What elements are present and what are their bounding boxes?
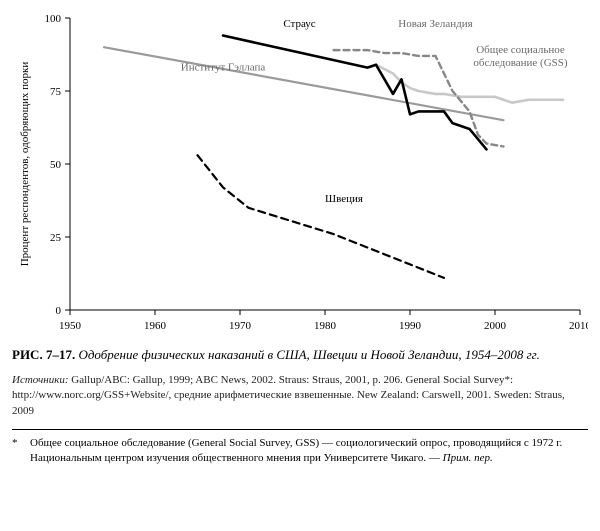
footnote-text: Общее социальное обследование (General S… [30,436,588,467]
series-label-gss: обследование (GSS) [473,57,567,69]
footnote-tail: Прим. пер. [443,452,493,464]
figure-sources: Источники: Gallup/ABC: Gallup, 1999; ABC… [12,373,588,419]
svg-text:50: 50 [50,159,62,171]
figure-title: Одобрение физических наказаний в США, Шв… [78,347,539,362]
svg-text:0: 0 [56,305,62,317]
svg-text:1990: 1990 [399,320,422,332]
series-label-nz: Новая Зеландия [398,18,472,30]
chart: 0 25 50 75 100 1950 1960 1970 1980 1990 2000 2010 Пр… [12,10,588,340]
figure-number: РИС. 7–17. [12,347,75,362]
svg-text:1950: 1950 [59,320,82,332]
svg-text:25: 25 [50,232,62,244]
svg-text:Процент респондентов, одобряющ: Процент респондентов, одобряющих порки [19,62,31,267]
footnote: * Общее социальное обследование (General… [12,436,588,467]
svg-text:2000: 2000 [484,320,507,332]
series-label-gallup: Институт Гэллапа [181,62,266,74]
svg-text:1970: 1970 [229,320,252,332]
series-label-straus: Страус [283,18,315,30]
svg-text:75: 75 [50,86,62,98]
svg-text:1960: 1960 [144,320,167,332]
series-label-gss: Общее социальное [476,44,565,56]
footnote-mark: * [12,436,30,467]
figure-caption: РИС. 7–17. Одобрение физических наказани… [12,346,588,365]
footnote-separator [12,429,588,430]
svg-text:2010: 2010 [569,320,588,332]
svg-text:100: 100 [45,13,62,25]
series-label-sweden: Швеция [325,193,363,205]
sources-text: Gallup/ABC: Gallup, 1999; ABC News, 2002… [12,374,565,417]
sources-prefix: Источники: [12,374,69,386]
chart-svg: 0 25 50 75 100 1950 1960 1970 1980 1990 2000 2010 Пр… [12,10,588,340]
svg-text:1980: 1980 [314,320,337,332]
